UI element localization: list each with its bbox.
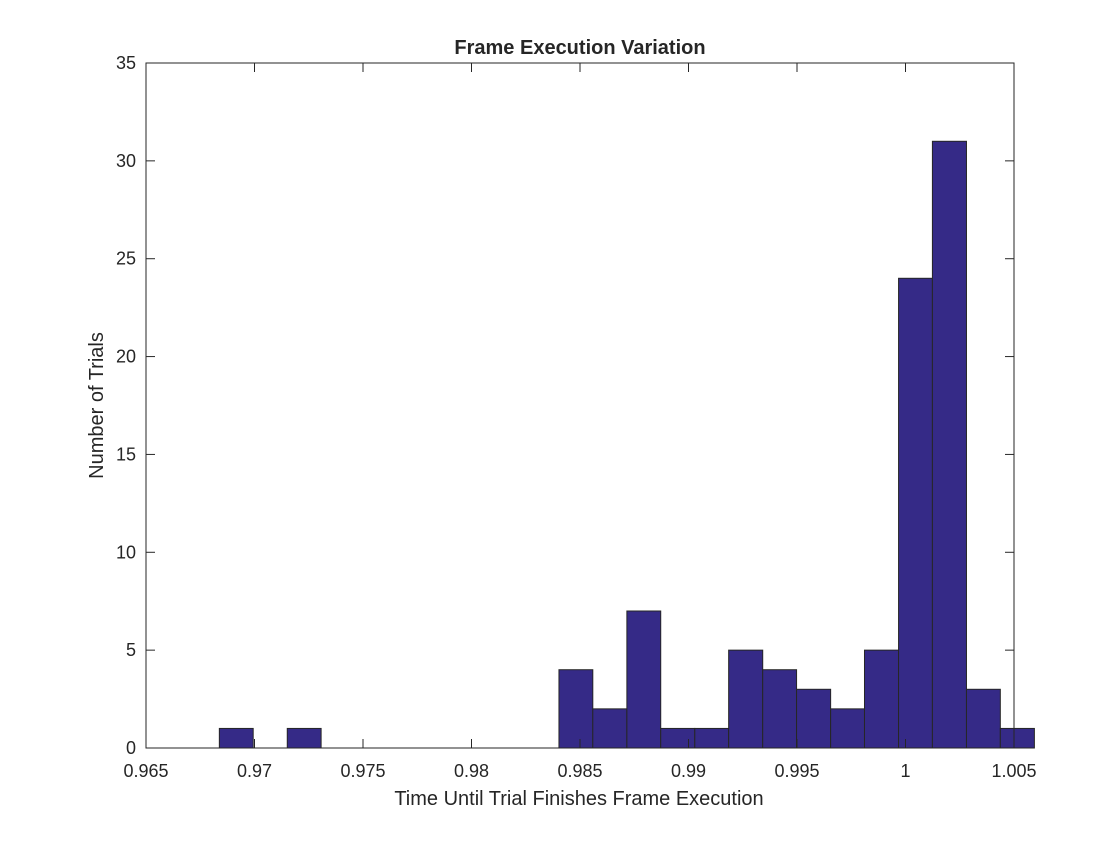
histogram-bar-18 [830, 708, 865, 749]
ticks-layer: 0.965 0.97 0.975 0.98 0.985 0.99 0.995 1 1.005 0 5… [116, 53, 1037, 781]
x-tick-label-7: 1 [900, 761, 910, 781]
x-tick-label-5: 0.99 [671, 761, 706, 781]
x-tick-label-4: 0.985 [557, 761, 602, 781]
y-tick-label-5: 25 [116, 249, 136, 269]
x-tick-label-1: 0.97 [237, 761, 272, 781]
histogram-bar-22 [965, 688, 1001, 749]
histogram-bar-23 [999, 727, 1035, 749]
bars-layer [218, 140, 1035, 749]
y-tick-label-7: 35 [116, 53, 136, 73]
y-tick-label-2: 10 [116, 542, 136, 562]
histogram-bar-20 [898, 277, 933, 749]
x-tick-label-0: 0.965 [123, 761, 168, 781]
y-tick-label-6: 30 [116, 151, 136, 171]
histogram-bar-16 [762, 669, 798, 749]
y-tick-label-4: 20 [116, 347, 136, 367]
x-axis-label: Time Until Trial Finishes Frame Executio… [394, 788, 763, 810]
histogram-bar-0 [218, 727, 254, 749]
histogram-bar-10 [558, 669, 594, 749]
chart-title: Frame Execution Variation [454, 37, 705, 59]
histogram-bar-17 [796, 688, 832, 749]
y-tick-label-1: 5 [126, 640, 136, 660]
y-tick-label-3: 15 [116, 444, 136, 464]
histogram-bar-14 [694, 727, 730, 749]
histogram-bar-19 [863, 649, 900, 749]
histogram-bar-13 [660, 727, 696, 749]
histogram-bar-12 [626, 610, 662, 749]
histogram-bar-11 [592, 708, 628, 749]
x-tick-label-2: 0.975 [340, 761, 385, 781]
x-tick-label-8: 1.005 [991, 761, 1036, 781]
y-tick-label-0: 0 [126, 738, 136, 758]
histogram-bar-15 [728, 649, 764, 749]
x-tick-label-6: 0.995 [774, 761, 819, 781]
histogram-bar-21 [931, 140, 967, 749]
y-axis-label: Number of Trials [86, 332, 108, 479]
histogram-bar-2 [286, 727, 322, 749]
axes-box [145, 62, 1015, 749]
x-tick-label-3: 0.98 [454, 761, 489, 781]
